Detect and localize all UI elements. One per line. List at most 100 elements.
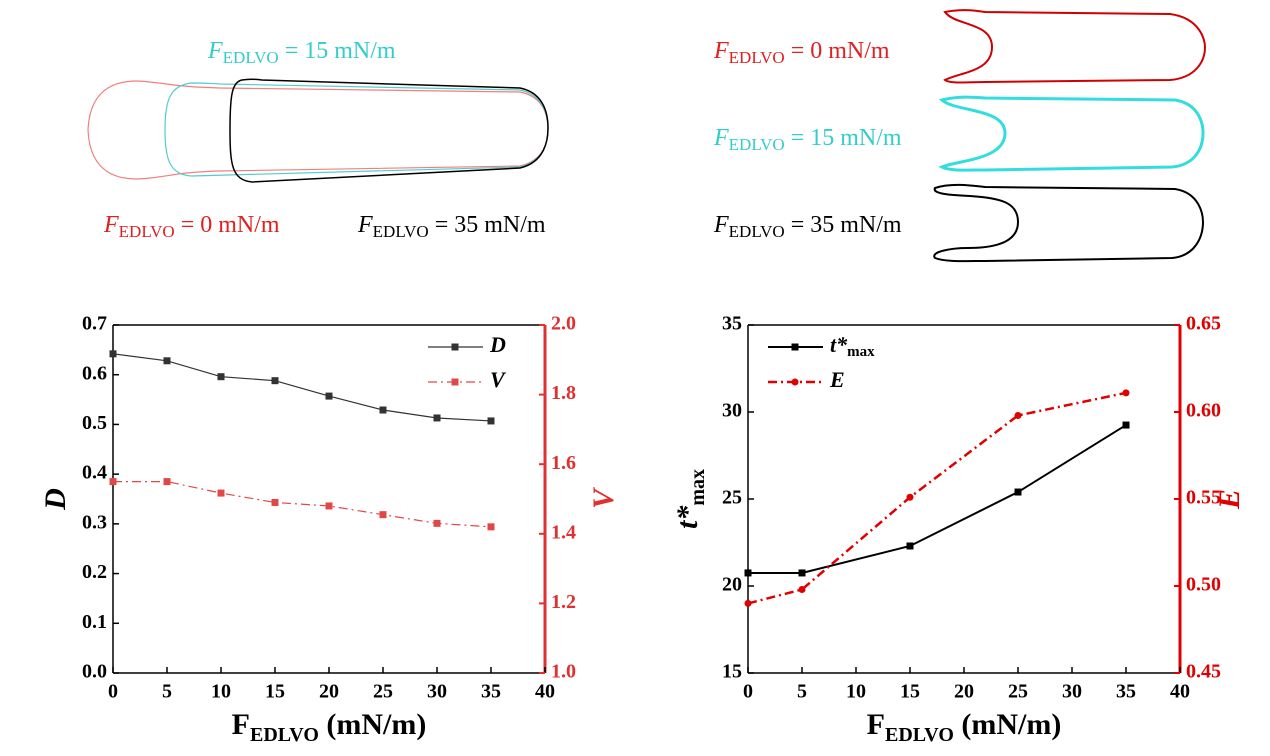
label: FEDLVO = 35 mN/m bbox=[357, 212, 546, 242]
point bbox=[109, 350, 117, 358]
label-part: F bbox=[713, 212, 729, 238]
x-tick-label: 25 bbox=[373, 681, 393, 703]
x-tick-label: 10 bbox=[846, 681, 866, 703]
point bbox=[1122, 389, 1130, 397]
point bbox=[217, 489, 225, 497]
label-part: = 15 mN/m bbox=[279, 38, 396, 64]
x-tick-label: 40 bbox=[1170, 681, 1190, 703]
x-tick-label: 25 bbox=[1008, 681, 1028, 703]
legend-name: E bbox=[829, 367, 845, 392]
y2-tick-label: 1.4 bbox=[551, 521, 576, 543]
drop-outline bbox=[87, 80, 549, 180]
y2-tick-label: 1.8 bbox=[551, 382, 576, 404]
y-tick-label: 15 bbox=[722, 661, 742, 683]
label: FEDLVO = 0 mN/m bbox=[713, 38, 890, 68]
subscript: EDLVO bbox=[223, 48, 279, 67]
legend-label: D bbox=[489, 332, 506, 357]
x-tick-label: 35 bbox=[1116, 681, 1136, 703]
subscript: EDLVO bbox=[729, 48, 785, 67]
y-tick-label: 0.3 bbox=[82, 511, 107, 533]
y-tick-label: 0.4 bbox=[82, 462, 107, 484]
x-tick-label: 35 bbox=[481, 681, 501, 703]
point bbox=[744, 569, 752, 577]
label-part: t* bbox=[671, 505, 704, 529]
label-part: = 0 mN/m bbox=[785, 38, 890, 64]
y-tick-label: 0.1 bbox=[82, 611, 107, 633]
y2-tick-label: 0.65 bbox=[1186, 313, 1221, 335]
point bbox=[433, 414, 441, 422]
legend-subscript: max bbox=[847, 344, 875, 360]
point bbox=[433, 519, 441, 527]
label-part: = 15 mN/m bbox=[785, 125, 902, 151]
x-tick-label: 40 bbox=[535, 681, 555, 703]
y2-tick-label: 2.0 bbox=[551, 313, 576, 335]
drop-shape bbox=[943, 9, 1207, 84]
y2-tick-label: 0.45 bbox=[1186, 661, 1221, 683]
point bbox=[325, 502, 333, 510]
point bbox=[798, 585, 806, 593]
subscript: EDLVO bbox=[885, 724, 954, 746]
label-part: F bbox=[867, 708, 885, 741]
y2-tick-label: 0.55 bbox=[1186, 487, 1221, 509]
label-part: = 35 mN/m bbox=[429, 212, 546, 238]
label-part: F bbox=[713, 38, 729, 64]
label-part: (mN/m) bbox=[954, 708, 1061, 741]
legend-marker bbox=[791, 343, 799, 351]
point bbox=[906, 493, 914, 501]
label-part: F bbox=[207, 38, 223, 64]
subscript: EDLVO bbox=[729, 135, 785, 154]
drop-shape bbox=[938, 95, 1205, 172]
label-part: = 35 mN/m bbox=[785, 212, 902, 238]
point bbox=[1122, 421, 1130, 429]
legend-label: E bbox=[829, 367, 845, 392]
label-part: F bbox=[357, 212, 373, 238]
label-part: F bbox=[713, 125, 729, 151]
label-part: E bbox=[1213, 489, 1246, 510]
label-part: F bbox=[232, 708, 250, 741]
subscript: EDLVO bbox=[729, 222, 785, 241]
legend-marker bbox=[451, 378, 459, 386]
series-line bbox=[112, 353, 492, 422]
label-part: = 0 mN/m bbox=[175, 212, 280, 238]
label: D bbox=[39, 488, 72, 511]
point bbox=[1014, 411, 1022, 419]
point bbox=[744, 599, 752, 607]
y-tick-label: 0.0 bbox=[82, 661, 107, 683]
drop-outline bbox=[164, 82, 549, 177]
point bbox=[379, 406, 387, 414]
label-part: (mN/m) bbox=[319, 708, 426, 741]
y-tick-label: 0.2 bbox=[82, 561, 107, 583]
point bbox=[109, 478, 117, 486]
y2-tick-label: 1.0 bbox=[551, 661, 576, 683]
legend-label: V bbox=[490, 367, 507, 392]
y-tick-label: 30 bbox=[722, 400, 742, 422]
x-tick-label: 20 bbox=[319, 681, 339, 703]
label-part: V bbox=[587, 486, 620, 509]
label: FEDLVO = 0 mN/m bbox=[103, 212, 280, 242]
label: E bbox=[1213, 489, 1246, 510]
y-tick-label: 0.7 bbox=[82, 313, 107, 335]
label: FEDLVO (mN/m) bbox=[232, 708, 427, 746]
label: FEDLVO (mN/m) bbox=[867, 708, 1062, 746]
series-line bbox=[748, 424, 1127, 574]
point bbox=[271, 377, 279, 385]
x-tick-label: 5 bbox=[797, 681, 807, 703]
label: t*max bbox=[671, 469, 709, 529]
point bbox=[487, 523, 495, 531]
y2-tick-label: 1.6 bbox=[551, 452, 576, 474]
drop-outline bbox=[229, 78, 549, 183]
point bbox=[487, 417, 495, 425]
x-tick-label: 15 bbox=[265, 681, 285, 703]
point bbox=[325, 392, 333, 400]
x-tick-label: 30 bbox=[427, 681, 447, 703]
legend-name: V bbox=[490, 367, 507, 392]
subscript: max bbox=[687, 469, 709, 506]
y-tick-label: 25 bbox=[722, 487, 742, 509]
x-tick-label: 5 bbox=[162, 681, 172, 703]
x-tick-label: 0 bbox=[108, 681, 118, 703]
subscript: EDLVO bbox=[373, 222, 429, 241]
y-tick-label: 20 bbox=[722, 574, 742, 596]
legend-label: t*max bbox=[830, 332, 875, 360]
drop-shape bbox=[933, 183, 1205, 263]
point bbox=[217, 373, 225, 381]
